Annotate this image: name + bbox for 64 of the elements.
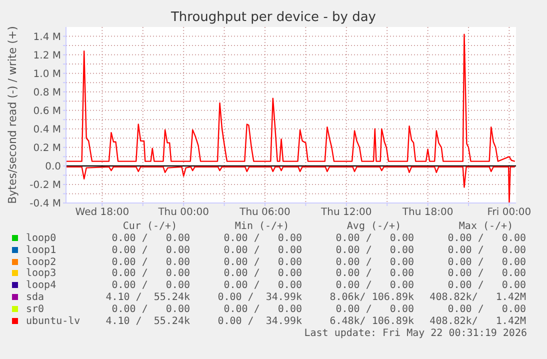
text: 0.00 / 0.00 xyxy=(446,256,526,268)
text: 0.00 / 0.00 xyxy=(446,233,526,244)
legend-label: loop2 xyxy=(26,256,56,268)
text: 0.00 / 34.99k xyxy=(216,292,302,303)
y-tick-label: 0.0 xyxy=(45,161,61,172)
text: 0.00 / 0.00 xyxy=(446,244,526,256)
x-tick-label: Thu 18:00 xyxy=(401,207,454,218)
x-tick-label: Thu 00:00 xyxy=(157,207,209,218)
text: 0.00 / 0.00 xyxy=(222,304,302,315)
text: 4.10 / 55.24k xyxy=(104,292,190,303)
text: 0.00 / 0.00 xyxy=(222,268,302,280)
text: 0.00 / 0.00 xyxy=(446,268,526,280)
text: 0.00 / 0.00 xyxy=(110,256,190,268)
line-series xyxy=(66,34,516,162)
text: 0.00 / 0.00 xyxy=(334,280,414,292)
legend-label: loop4 xyxy=(26,280,56,292)
text: 0.00 / 0.00 xyxy=(446,280,526,292)
y-tick-label: 1.4 M xyxy=(33,32,61,43)
y-axis-title: Bytes/second read (-) / write (+) xyxy=(6,26,19,204)
y-tick-label: 0.8 M xyxy=(33,87,61,98)
y-tick-label: 1.0 M xyxy=(33,68,61,80)
text: 0.00 / 0.00 xyxy=(446,304,526,315)
text: Max (-/+) xyxy=(458,221,514,232)
text: 4.10 / 55.24k xyxy=(104,316,190,327)
x-tick-label: Thu 12:00 xyxy=(320,207,372,218)
legend-label: sr0 xyxy=(26,304,44,315)
text: 0.00 / 0.00 xyxy=(222,233,302,244)
text: 0.00 / 0.00 xyxy=(334,268,414,280)
y-tick-label: 0.4 M xyxy=(33,124,61,136)
text: Min (-/+) xyxy=(234,221,290,232)
text: 0.00 / 0.00 xyxy=(334,244,414,256)
y-tick-label: 0.6 M xyxy=(33,106,61,117)
text: 0.00 / 0.00 xyxy=(334,233,414,244)
y-tick-label: -0.2 M xyxy=(30,180,61,192)
x-tick-label: Wed 18:00 xyxy=(75,207,130,218)
text: 0.00 / 34.99k xyxy=(216,316,302,327)
text: 0.00 / 0.00 xyxy=(222,256,302,268)
text: 408.82k/ 1.42M xyxy=(428,316,526,327)
x-tick-label: Thu 06:00 xyxy=(238,207,290,218)
text: 0.00 / 0.00 xyxy=(222,280,302,292)
legend-label: loop3 xyxy=(26,268,56,280)
text: 6.48k/ 106.89k xyxy=(328,316,414,327)
text: 0.00 / 0.00 xyxy=(222,244,302,256)
text: 0.00 / 0.00 xyxy=(110,268,190,280)
text: 0.00 / 0.00 xyxy=(334,256,414,268)
text: 8.06k/ 106.89k xyxy=(328,292,414,303)
text: 0.00 / 0.00 xyxy=(110,280,190,292)
y-tick-label: -0.4 M xyxy=(30,198,61,210)
legend-label: loop0 xyxy=(26,233,56,244)
chart-title: Throughput per device - by day xyxy=(170,10,378,25)
text: 0.00 / 0.00 xyxy=(110,304,190,315)
legend-label: loop1 xyxy=(26,244,56,256)
y-tick-label: 1.2 M xyxy=(33,50,61,62)
legend-label: sda xyxy=(26,292,44,303)
text: 0.00 / 0.00 xyxy=(334,304,414,315)
text: Last update: Fri May 22 00:31:19 2026 xyxy=(304,328,527,339)
text: Avg (-/+) xyxy=(346,221,402,232)
y-tick-label: 0.2 M xyxy=(33,142,61,154)
legend-label: ubuntu-lv xyxy=(26,316,80,327)
x-tick-label: Fri 00:00 xyxy=(487,207,532,218)
text: 408.82k/ 1.42M xyxy=(428,292,526,303)
text: 0.00 / 0.00 xyxy=(110,233,190,244)
text: Cur (-/+) xyxy=(122,221,178,232)
text: 0.00 / 0.00 xyxy=(110,244,190,256)
